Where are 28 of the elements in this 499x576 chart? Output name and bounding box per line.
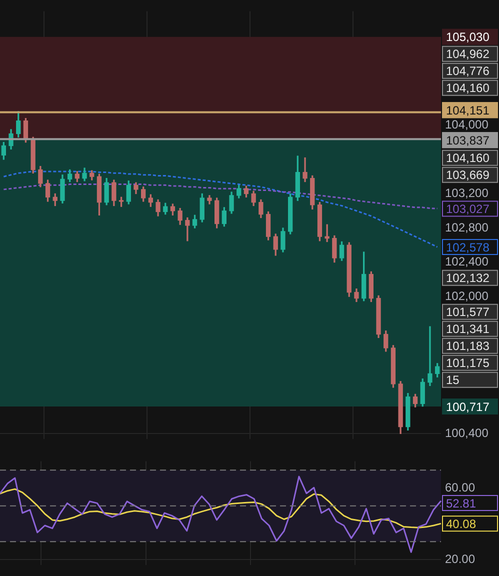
text: 101,577 <box>446 305 490 320</box>
y-tick-label: 102,000 <box>445 288 489 303</box>
text: 104,776 <box>446 64 490 78</box>
text: 101,341 <box>446 322 490 336</box>
data-label: 40.08 <box>446 516 476 531</box>
y-tick-label: 102,400 <box>445 254 489 269</box>
data-label: 103,027 <box>446 202 490 216</box>
ref-line-label: 104,151 <box>446 103 490 118</box>
line-series <box>2 170 438 248</box>
y-tick-label: 104,000 <box>445 117 489 132</box>
data-label: 102,578 <box>446 240 490 254</box>
y-tick-label: 20.00 <box>445 552 476 566</box>
data-label: 52.81 <box>446 496 476 510</box>
y-tick-label: 102,800 <box>445 220 489 234</box>
text: 104,160 <box>446 151 490 166</box>
y-tick-label: 60.00 <box>445 480 476 494</box>
text: 101,183 <box>446 339 490 354</box>
text: 103,669 <box>446 168 490 182</box>
text: 104,962 <box>446 47 490 62</box>
band-label: 100,717 <box>446 400 490 414</box>
text: 15 <box>446 373 460 388</box>
band-label: 105,030 <box>446 30 490 44</box>
text: 101,175 <box>446 356 490 370</box>
y-tick-label: 103,200 <box>445 186 489 200</box>
ref-line-label: 103,837 <box>446 133 490 148</box>
text: 102,132 <box>446 271 490 286</box>
text: 104,160 <box>446 81 490 96</box>
y-tick-label: 100,400 <box>445 426 489 440</box>
